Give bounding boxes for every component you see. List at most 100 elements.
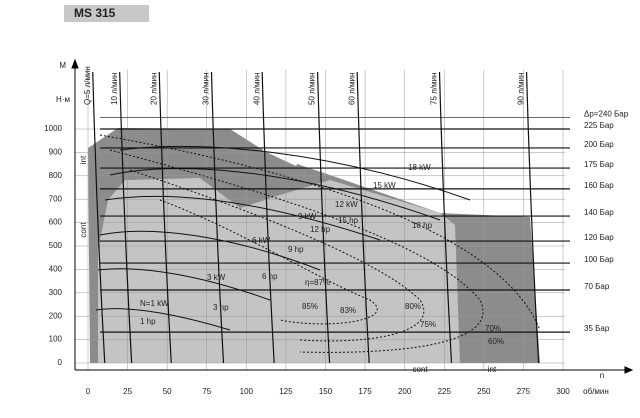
power-curve — [119, 146, 471, 201]
flow-label: 75 л/мин — [430, 73, 439, 105]
y-tick-label: 1000 — [44, 124, 62, 133]
power-curve — [99, 230, 321, 271]
flow-label: 10 л/мин — [110, 73, 119, 105]
y-tick-label: 0 — [58, 358, 63, 367]
arrow — [71, 58, 79, 69]
flow-line — [210, 71, 225, 364]
pressure-label: 35 Бар — [584, 324, 610, 333]
annotation: 15 kW — [373, 181, 396, 190]
annotation: 9 kW — [298, 212, 317, 221]
flow-label: 40 л/мин — [252, 73, 261, 105]
annotation: 18 kW — [408, 163, 431, 172]
flow-label: 20 л/мин — [149, 73, 158, 105]
pressure-label: 70 Бар — [584, 282, 610, 291]
x-tick-label: 200 — [398, 387, 412, 396]
x-tick-label: 275 — [517, 387, 531, 396]
y-tick-label: 500 — [49, 241, 63, 250]
grid — [75, 70, 565, 370]
x-tick-label: 300 — [556, 387, 570, 396]
power-curve — [95, 308, 231, 331]
annotation: N=1 kW — [140, 299, 169, 308]
curves — [95, 134, 541, 353]
power-curve — [109, 168, 441, 221]
y-tick-label: 300 — [49, 288, 63, 297]
y-tick-label: 100 — [49, 335, 63, 344]
flow-line — [158, 71, 172, 364]
power-curve — [97, 268, 271, 301]
region-label: int — [488, 365, 497, 374]
annotation: η=87% — [305, 278, 330, 287]
pressure-label: 120 Бар — [584, 233, 614, 242]
chart-title: MS 315 — [74, 6, 116, 20]
y-tick-label: 900 — [49, 148, 63, 157]
annotation: 85% — [302, 302, 318, 311]
annotation: 70% — [485, 324, 501, 333]
pressure-label: Δp=240 Бар — [584, 109, 629, 118]
region-label: cont — [412, 365, 428, 374]
pressure-label: 160 Бар — [584, 181, 614, 190]
notch — [262, 145, 300, 166]
x-tick-label: 100 — [240, 387, 254, 396]
y-tick-label: 800 — [49, 171, 63, 180]
flow-line — [438, 71, 453, 364]
x-tick-label: 50 — [163, 387, 172, 396]
efficiency-curve — [159, 199, 378, 325]
flow-label: 90 л/мин — [517, 73, 526, 105]
x-tick-label: 0 — [86, 387, 91, 396]
flow-label: 30 л/мин — [202, 73, 211, 105]
annotation: 75% — [420, 320, 436, 329]
annotation: 15 hp — [338, 216, 359, 225]
flow-line — [316, 71, 331, 364]
title-box — [64, 5, 149, 22]
annotation: 12 kW — [335, 200, 358, 209]
y-tick-label: 400 — [49, 265, 63, 274]
annotation: 12 hp — [310, 225, 331, 234]
x-tick-label: 250 — [477, 387, 491, 396]
y-tick-label: 200 — [49, 311, 63, 320]
annotation: 1 hp — [140, 317, 156, 326]
x-tick-label: 225 — [438, 387, 452, 396]
power-curve — [104, 195, 381, 241]
pressure-label: 200 Бар — [584, 140, 614, 149]
y-label: М — [59, 61, 66, 70]
annotation: 6 hp — [262, 272, 278, 281]
annotation: 18 hp — [412, 221, 433, 230]
annotation: 9 hp — [288, 245, 304, 254]
regions — [88, 128, 540, 363]
annotation: 83% — [340, 306, 356, 315]
flow-label: Q=5 л/мин — [83, 66, 92, 105]
annotation: 3 hp — [213, 303, 229, 312]
flow-line — [525, 71, 540, 364]
flow-label: 50 л/мин — [308, 73, 317, 105]
pressure-label: 140 Бар — [584, 208, 614, 217]
arrow — [624, 366, 634, 374]
x-tick-label: 175 — [358, 387, 372, 396]
flow-line — [261, 71, 275, 364]
annotation: 3 kW — [207, 273, 226, 282]
efficiency-curve — [129, 169, 425, 342]
pressure-label: 175 Бар — [584, 160, 614, 169]
efficiency-curve — [99, 134, 541, 331]
axes — [71, 58, 634, 374]
annotation: 60% — [488, 337, 504, 346]
x-tick-label: 125 — [279, 387, 293, 396]
y-unit: Н·м — [56, 95, 70, 104]
x-unit: об/мин — [583, 387, 609, 396]
flow-line — [356, 71, 370, 364]
x-tick-label: 25 — [123, 387, 132, 396]
annotation: 6 kW — [252, 236, 271, 245]
pressure-label: 225 Бар — [584, 121, 614, 130]
y-tick-label: 700 — [49, 194, 63, 203]
flow-line — [92, 71, 106, 364]
x-tick-label: 75 — [202, 387, 211, 396]
region-label: cont — [79, 222, 88, 238]
pressure-label: 100 Бар — [584, 255, 614, 264]
y-tick-label: 600 — [49, 218, 63, 227]
efficiency-curve — [109, 149, 484, 353]
x-tick-label: 150 — [319, 387, 333, 396]
region-label: int — [79, 155, 88, 164]
x-label: n — [600, 371, 604, 380]
annotation: 80% — [405, 302, 421, 311]
flow-line — [119, 71, 133, 364]
